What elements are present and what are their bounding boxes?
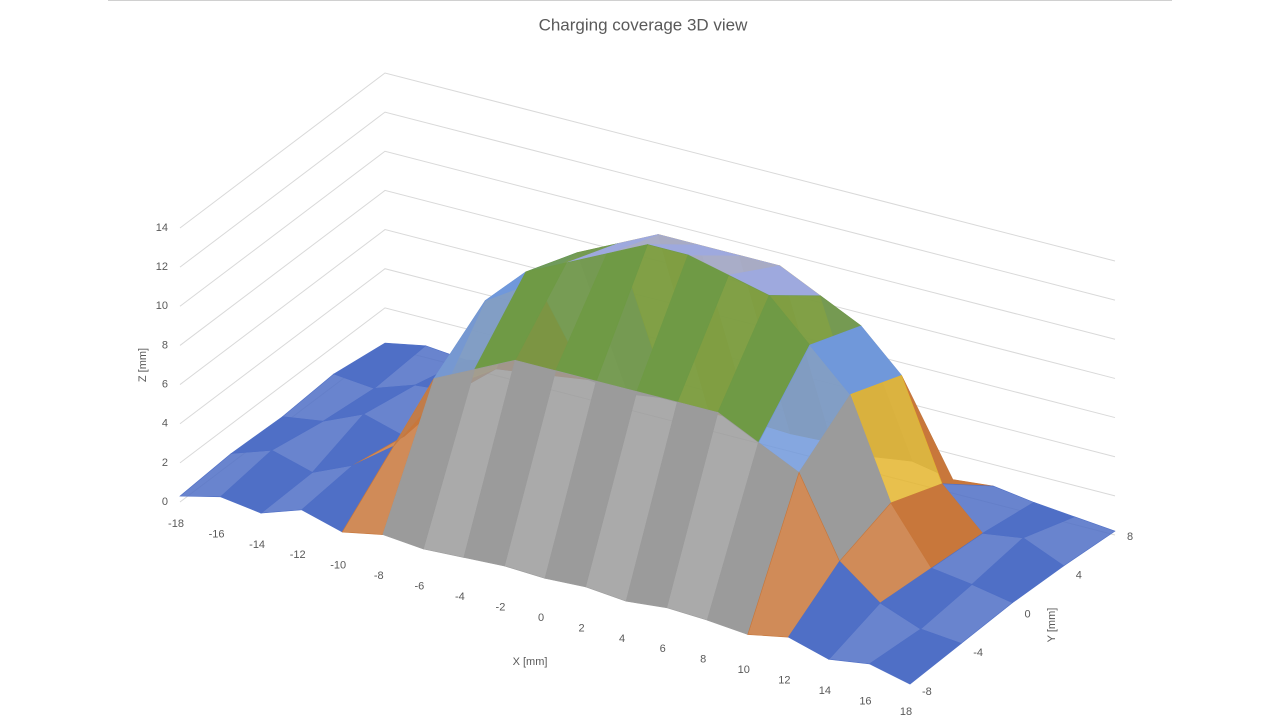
- z-tick-label: 12: [156, 261, 168, 273]
- z-tick-label: 6: [162, 378, 168, 390]
- z-tick-label: 2: [162, 457, 168, 469]
- x-tick-label: -8: [374, 570, 384, 582]
- x-tick-label: -12: [290, 549, 306, 561]
- grid-line: [179, 150, 1116, 340]
- x-tick-label: -18: [168, 518, 184, 530]
- y-tick-label: 8: [1127, 531, 1133, 543]
- z-tick-label: 0: [162, 496, 168, 508]
- y-tick-label: -8: [922, 686, 932, 698]
- x-tick-label: 0: [538, 612, 544, 624]
- x-tick-label: 10: [738, 664, 750, 676]
- surface-patch: [868, 628, 962, 685]
- x-tick-label: 8: [700, 654, 706, 666]
- z-tick-label: 4: [162, 418, 168, 430]
- x-tick-label: 2: [578, 622, 584, 634]
- x-tick-label: 12: [778, 675, 790, 687]
- chart-title: Charging coverage 3D view: [539, 15, 749, 34]
- x-tick-label: -16: [209, 528, 225, 540]
- y-tick-label: 0: [1025, 608, 1031, 620]
- x-tick-label: 16: [859, 695, 871, 707]
- grid-line: [179, 72, 1116, 262]
- x-tick-label: -14: [249, 539, 265, 551]
- x-tick-label: 6: [660, 643, 666, 655]
- z-tick-label: 14: [156, 222, 168, 234]
- z-tick-label: 8: [162, 339, 168, 351]
- z-tick-label: 10: [156, 300, 168, 312]
- x-tick-label: 4: [619, 633, 625, 645]
- x-axis-label: X [mm]: [513, 656, 548, 668]
- z-axis-label: Z [mm]: [137, 348, 149, 382]
- x-tick-label: -6: [414, 581, 424, 593]
- y-axis-label: Y [mm]: [1046, 608, 1058, 643]
- x-tick-label: -2: [496, 601, 506, 613]
- grid-line: [179, 111, 1116, 301]
- x-tick-label: 18: [900, 706, 912, 718]
- y-tick-label: 4: [1076, 570, 1082, 582]
- y-tick-label: -4: [973, 647, 983, 659]
- x-tick-label: 14: [819, 685, 831, 697]
- x-tick-label: -10: [330, 560, 346, 572]
- grid-line: [179, 189, 1116, 379]
- x-tick-label: -4: [455, 591, 465, 603]
